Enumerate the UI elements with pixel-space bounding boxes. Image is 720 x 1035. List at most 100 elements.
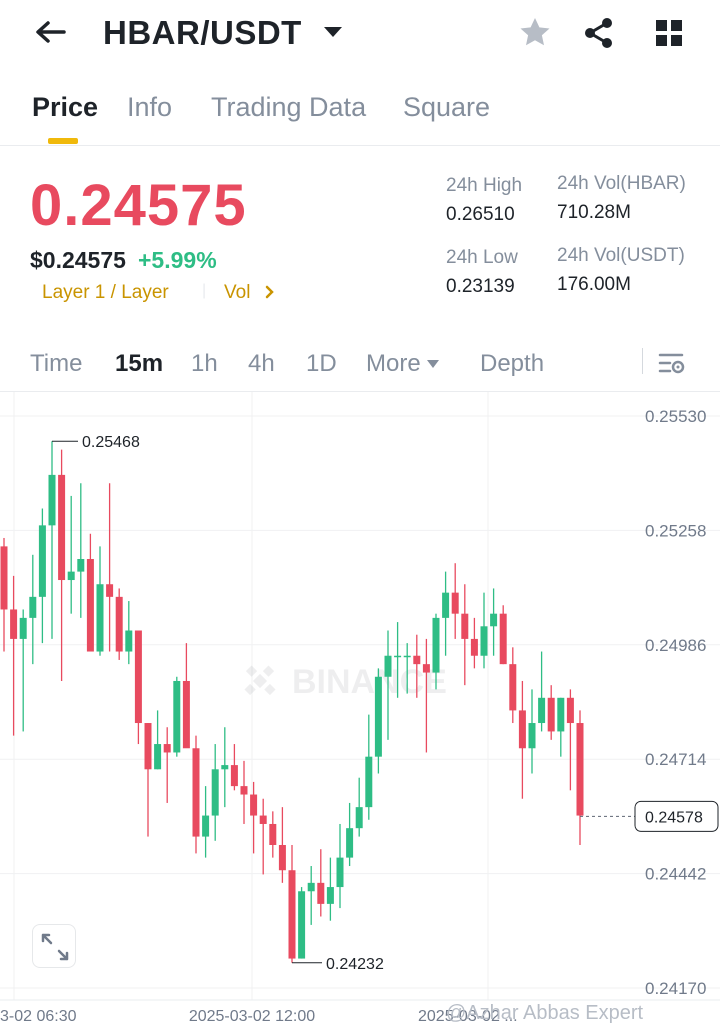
category-tag[interactable]: Layer 1 / Layer [42,282,169,303]
share-icon[interactable] [580,14,618,52]
price-change-percent: +5.99% [138,247,217,273]
candle-body [192,748,200,837]
vol-tag[interactable]: Vol [224,282,251,303]
stat-low-label: 24h Low [446,247,518,268]
candle-body [509,664,517,711]
star-icon[interactable] [516,14,554,52]
candle-body [518,710,526,749]
candle-body [182,680,190,749]
main-tabs: Price Info Trading Data Square [0,82,720,146]
candle-body [154,744,162,770]
stat-high-value: 0.26510 [446,204,515,225]
candle-body [480,626,488,656]
current-price-tag [634,800,719,832]
grid-icon[interactable] [650,14,688,52]
interval-more[interactable]: More [366,350,421,377]
candle-body [221,765,229,770]
candle-body [38,525,46,597]
interval-bar: Time 15m 1h 4h 1D More Depth [0,336,720,392]
candle-body [336,857,344,888]
candle-body [0,546,8,610]
interval-time[interactable]: Time [30,350,83,377]
candle-body [422,664,430,673]
y-tick-label: 0.24714 [645,750,706,769]
chevron-right-icon[interactable] [264,284,276,300]
candle-body [115,596,123,652]
active-tab-indicator [48,138,78,144]
candle-body [528,723,536,749]
interval-1h[interactable]: 1h [191,350,218,377]
candle-body [470,638,478,656]
candle-body [394,655,402,658]
back-arrow-icon[interactable] [30,14,70,54]
candle-body [19,617,27,639]
candle-body [269,823,277,845]
candle-body [77,559,85,572]
candle-body [298,891,306,959]
candle-body [346,828,354,858]
candle-body [326,887,334,904]
interval-4h[interactable]: 4h [248,350,275,377]
candle-body [566,697,574,724]
x-axis: 3-02 06:30 2025-03-02 12:00 2025-03-02 ... [0,1008,518,1025]
chart-settings-icon[interactable] [656,348,688,378]
candle-body [29,596,37,618]
y-tick-label: 0.24986 [645,636,706,655]
tab-price[interactable]: Price [32,92,99,122]
credit-watermark: @Azhar Abbas Expert [446,1002,644,1024]
chart-annotations: 0.25468 0.24232 0.24578 [52,434,719,973]
tab-info[interactable]: Info [127,92,173,122]
candlestick-chart[interactable]: BINANCE 0.25530 0.25258 0.24986 0.24714 0.24… [0,392,720,1035]
candle-body [557,697,565,732]
more-caret-icon[interactable] [426,356,440,368]
max-price-label: 0.25468 [82,434,140,451]
expand-icon[interactable] [32,924,76,968]
candle-body [384,655,392,677]
candle-body [144,723,152,770]
interval-1d[interactable]: 1D [306,350,337,377]
current-price-label: 0.24578 [645,809,703,826]
candle-body [202,815,210,837]
candle-body [96,584,104,652]
candle-body [67,571,75,581]
stat-vol-base-value: 710.28M [557,202,631,223]
binance-watermark: BINANCE [244,663,447,701]
caret-down-icon[interactable] [322,24,344,40]
stat-vol-base-label: 24h Vol(HBAR) [557,173,686,194]
candle-body [211,769,219,816]
usd-price: $0.24575 [30,247,126,273]
y-tick-label: 0.25530 [645,407,706,426]
candle-body [547,697,555,732]
candle-body [413,655,421,665]
candle-body [134,630,142,724]
candle-body [365,756,373,808]
pair-title[interactable]: HBAR/USDT [103,14,302,51]
candle-body [355,807,363,829]
stat-low-value: 0.23139 [446,276,515,297]
candle-body [58,474,66,581]
x-tick-label: 2025-03-02 ... [418,1008,518,1025]
candle-body [317,882,325,904]
candle-body [230,765,238,787]
candle-body [451,592,459,614]
candle-body [240,786,248,795]
watermark-text: BINANCE [292,663,447,701]
candle-body [10,609,18,639]
x-tick-label: 2025-03-02 12:00 [189,1008,315,1025]
candles-group [0,441,584,963]
x-tick-label: 3-02 06:30 [0,1008,77,1025]
y-tick-label: 0.24170 [645,979,706,998]
tab-trading-data[interactable]: Trading Data [211,92,367,122]
candle-body [403,655,411,658]
candle-body [374,676,382,757]
candle-body [125,630,133,652]
candle-body [442,592,450,618]
top-bar: HBAR/USDT [0,0,720,70]
interval-15m[interactable]: 15m [115,350,164,377]
candle-body [461,613,469,639]
tab-square[interactable]: Square [403,92,491,122]
last-price: 0.24575 [30,173,247,238]
stat-vol-quote-label: 24h Vol(USDT) [557,245,685,266]
candle-body [576,723,584,816]
interval-depth[interactable]: Depth [480,350,545,377]
